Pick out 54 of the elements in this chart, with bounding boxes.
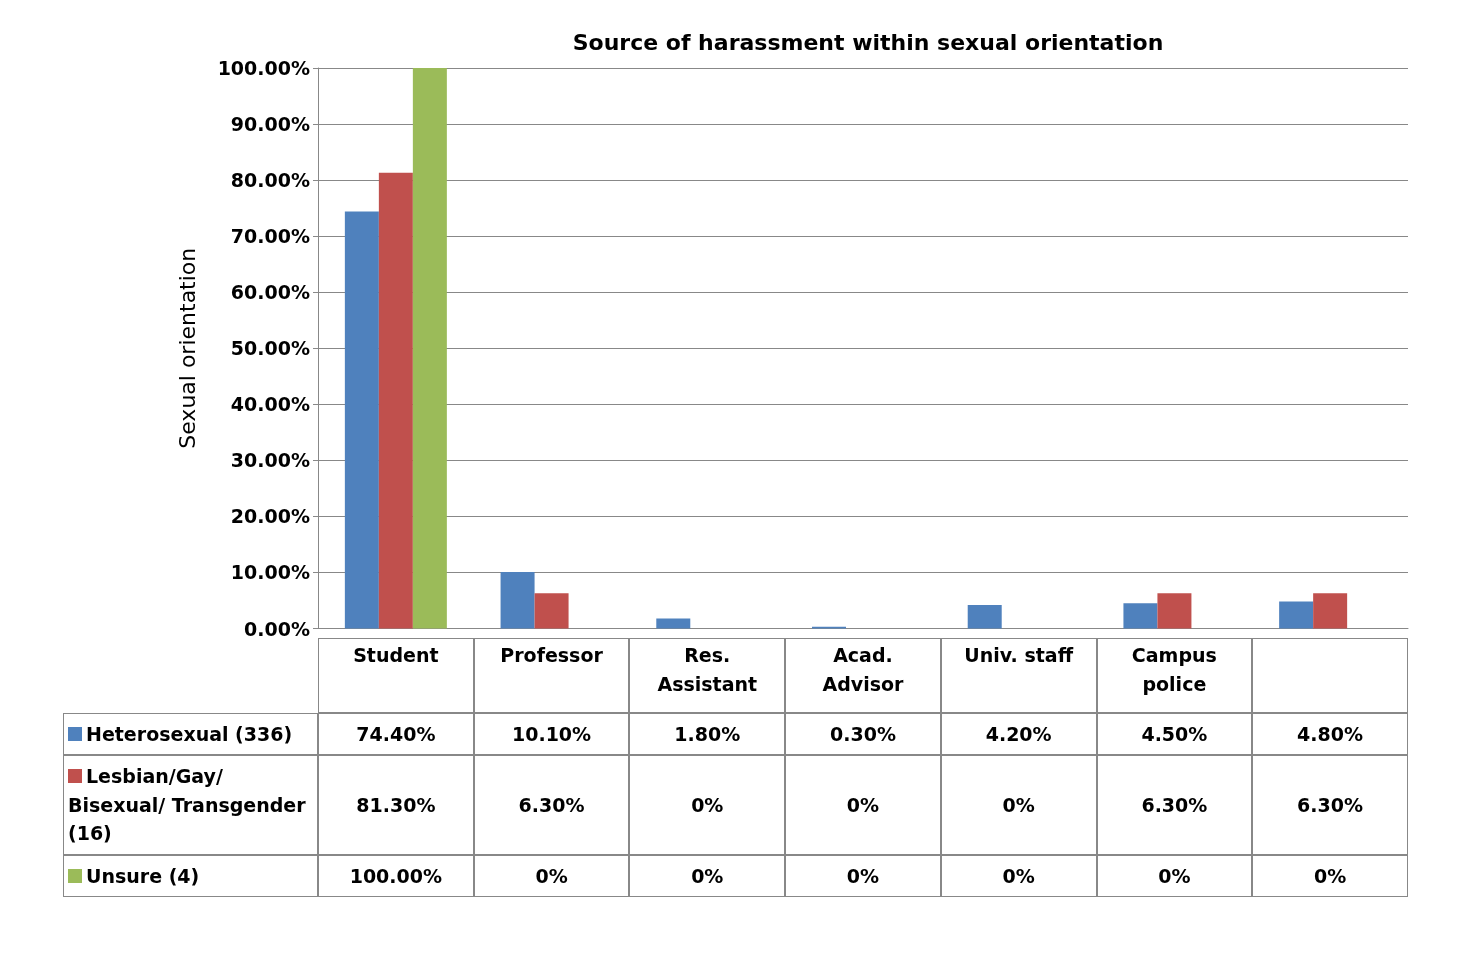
bar <box>967 604 1002 629</box>
chart-title: Source of harassment within sexual orientation <box>572 29 1164 55</box>
bar <box>412 68 447 629</box>
x-tick-label: Student <box>318 638 474 713</box>
data-label: 0% <box>1252 855 1408 897</box>
data-label: 6.30% <box>1096 755 1253 855</box>
data-label: 0% <box>473 855 630 897</box>
data-label: 0% <box>785 755 941 855</box>
bar <box>500 571 535 629</box>
x-tick-label: Campus police <box>1096 638 1253 713</box>
data-label: 0% <box>940 855 1097 897</box>
data-label: 1.80% <box>629 713 786 755</box>
x-tick-label: Acad. Advisor <box>785 638 941 713</box>
data-label: 0% <box>629 755 786 855</box>
data-label: 0% <box>785 855 941 897</box>
bar <box>1157 593 1192 629</box>
y-tick-label: 80.00% <box>230 169 310 192</box>
bar <box>534 593 569 629</box>
data-label: 100.00% <box>318 855 474 897</box>
legend-label: Lesbian/Gay/ Bisexual/ Transgender (16) <box>68 765 306 845</box>
y-tick-label: 50.00% <box>230 337 310 360</box>
data-label: 4.50% <box>1096 713 1253 755</box>
y-tick-label: 30.00% <box>230 449 310 472</box>
bar <box>1123 603 1158 629</box>
bar <box>656 618 691 629</box>
y-tick-label: 20.00% <box>230 505 310 528</box>
data-label: 10.10% <box>473 713 630 755</box>
y-tick-label: 70.00% <box>230 225 310 248</box>
data-label: 74.40% <box>318 713 474 755</box>
data-label: 0% <box>940 755 1097 855</box>
y-tick-label: 10.00% <box>230 561 310 584</box>
data-label: 6.30% <box>473 755 630 855</box>
data-label: 6.30% <box>1252 755 1408 855</box>
data-label: 81.30% <box>318 755 474 855</box>
y-tick-label: 90.00% <box>230 113 310 136</box>
data-label: 0% <box>629 855 786 897</box>
bar <box>1313 593 1348 629</box>
bar <box>344 211 379 629</box>
y-tick-label: 40.00% <box>230 393 310 416</box>
bar <box>378 172 413 629</box>
data-label: 4.80% <box>1252 713 1408 755</box>
x-tick-label: Professor <box>473 638 630 713</box>
x-tick-label: Res. Assistant <box>629 638 786 713</box>
y-axis-title: Sexual orientation <box>174 247 200 449</box>
legend-label: Heterosexual (336) <box>86 722 293 745</box>
bar <box>1279 601 1314 629</box>
y-tick-label: 100.00% <box>217 57 310 79</box>
data-label: 0% <box>1096 855 1253 897</box>
data-label: 0.30% <box>785 713 941 755</box>
y-tick-label: 0.00% <box>244 617 310 640</box>
x-tick-label: Univ. staff <box>940 638 1097 713</box>
legend-label: Unsure (4) <box>86 864 200 887</box>
y-tick-label: 60.00% <box>230 281 310 304</box>
data-label: 4.20% <box>940 713 1097 755</box>
